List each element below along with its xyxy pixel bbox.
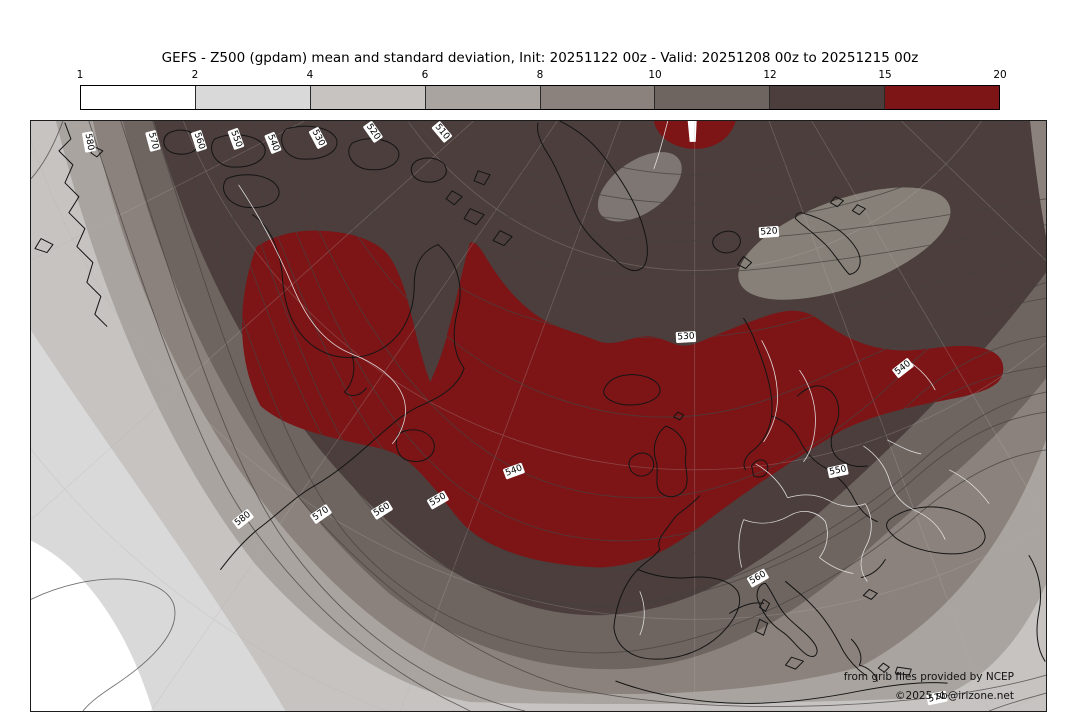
colorbar-segment-4 xyxy=(540,86,656,109)
colorbar-tick: 10 xyxy=(648,69,662,81)
stddev-max-region xyxy=(242,121,1004,568)
credit-ncep: from grib files provided by NCEP xyxy=(843,671,1014,683)
colorbar-tick: 1 xyxy=(76,69,84,81)
colorbar-tick: 2 xyxy=(191,69,199,81)
colorbar-segment-2 xyxy=(310,86,426,109)
page-title: GEFS - Z500 (gpdam) mean and standard de… xyxy=(161,50,919,66)
colorbar-tick: 20 xyxy=(993,69,1007,81)
colorbar-segment-1 xyxy=(195,86,311,109)
colorbar xyxy=(80,85,1000,110)
country-borders xyxy=(238,121,990,636)
contour-label-530: 530 xyxy=(676,331,696,343)
contour-label-520: 520 xyxy=(759,226,779,238)
colorbar-tick: 4 xyxy=(306,69,314,81)
colorbar-tick: 6 xyxy=(421,69,429,81)
pole-seam-notch xyxy=(687,121,697,142)
colorbar-tick: 8 xyxy=(536,69,544,81)
colorbar-segment-3 xyxy=(425,86,541,109)
colorbar-ticks: 1 2 4 6 8 10 12 15 20 xyxy=(77,69,1007,82)
graticule xyxy=(31,121,1046,711)
colorbar-segment-7 xyxy=(885,86,999,109)
colorbar-segment-6 xyxy=(770,86,886,109)
forecast-map: 580 570 560 550 540 530 520 510 520 530 540 540 550 5… xyxy=(30,120,1047,712)
map-canvas xyxy=(31,121,1046,711)
colorbar-segment-5 xyxy=(655,86,771,109)
colorbar-tick: 15 xyxy=(878,69,892,81)
colorbar-tick: 12 xyxy=(763,69,777,81)
coastlines xyxy=(34,121,1046,704)
credit-copyright: ©2025 sb@irizone.net xyxy=(895,690,1014,702)
z500-mean-contours xyxy=(31,121,1046,711)
colorbar-segment-0 xyxy=(81,86,196,109)
